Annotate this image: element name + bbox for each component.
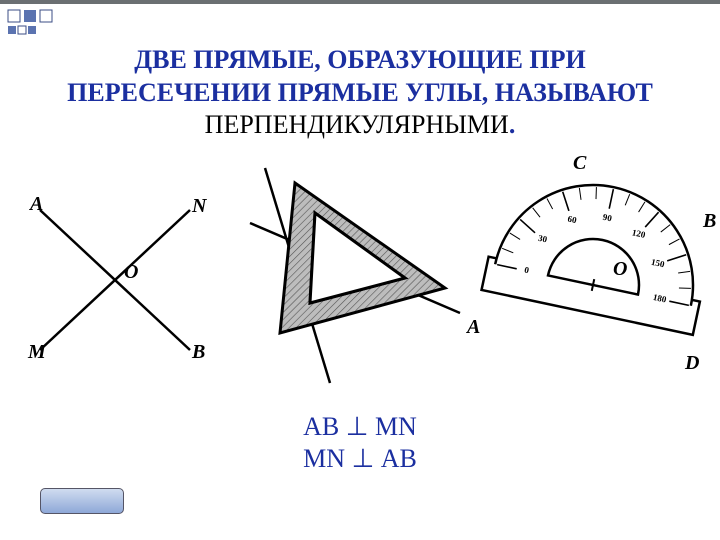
title-line-2: ПЕРЕСЕЧЕНИИ ПРЯМЫЕ УГЛЫ, НАЗЫВАЮТ xyxy=(0,77,720,110)
title-emph: ПЕРПЕНДИКУЛЯРНЫМИ xyxy=(205,110,509,139)
formula-line: АВ ⊥ MN xyxy=(0,412,720,442)
diagram-triangle xyxy=(225,158,465,388)
deco-squares-svg xyxy=(4,4,64,40)
title-line-3: ПЕРПЕНДИКУЛЯРНЫМИ. xyxy=(0,109,720,142)
diagram-protractor: 0306090120150180CBOAD xyxy=(465,155,720,395)
formula-line: MN ⊥ АВ xyxy=(0,444,720,474)
svg-text:D: D xyxy=(684,352,699,374)
svg-text:B: B xyxy=(191,341,205,363)
diagrams-area: ANOMB 0306090120150180CBOAD xyxy=(0,170,720,400)
svg-text:A: A xyxy=(28,193,43,215)
svg-text:N: N xyxy=(191,195,208,217)
slide-title: ДВЕ ПРЯМЫЕ, ОБРАЗУЮЩИЕ ПРИ ПЕРЕСЕЧЕНИИ П… xyxy=(0,44,720,142)
title-line-1: ДВЕ ПРЯМЫЕ, ОБРАЗУЮЩИЕ ПРИ xyxy=(0,44,720,77)
formulas: АВ ⊥ MNMN ⊥ АВ xyxy=(0,410,720,476)
diagram-cross: A N O M B xyxy=(20,170,210,370)
svg-text:O: O xyxy=(124,261,138,283)
svg-text:B: B xyxy=(702,210,716,232)
svg-text:A: A xyxy=(465,316,480,338)
svg-text:M: M xyxy=(27,341,47,363)
title-period: . xyxy=(509,110,516,139)
corner-decoration xyxy=(4,4,114,28)
svg-text:C: C xyxy=(573,155,587,174)
nav-button[interactable] xyxy=(40,488,124,514)
svg-text:O: O xyxy=(613,258,627,280)
